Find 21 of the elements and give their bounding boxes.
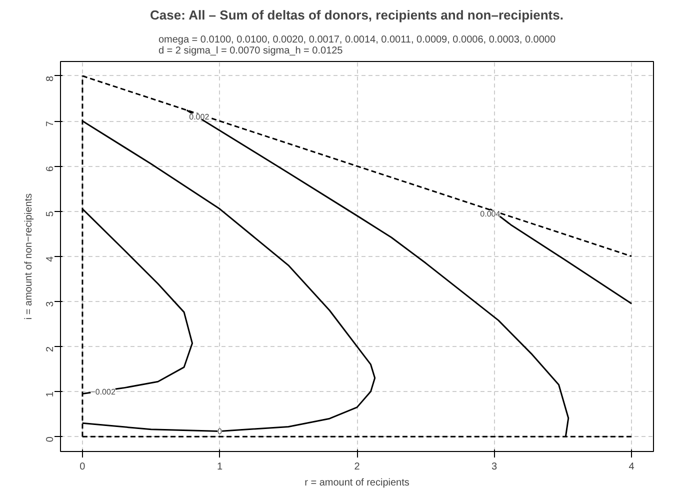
annotation: 0.002 — [189, 112, 210, 122]
y-tick-label: 8 — [45, 75, 56, 82]
annotation: 0.004 — [480, 209, 501, 218]
x-tick-label: 1 — [216, 462, 223, 472]
x-tick-label: 0 — [80, 462, 86, 472]
y-tick-label: 0 — [45, 436, 56, 442]
y-tick-label: 1 — [45, 391, 56, 398]
x-axis-title: r = amount of recipients — [304, 478, 410, 488]
x-tick-label: 3 — [491, 462, 498, 472]
x-tick-label: 4 — [628, 462, 635, 472]
chart-subtitle: omega = 0.0100, 0.0100, 0.0020, 0.0017, 0.0014, 0.0011, 0.0009, 0.0006, 0.0003, 0.0000 d = 2 sigma_l = 0.0070 sigma_h = 0.0125 — [158, 34, 556, 56]
y-tick-label: 2 — [45, 346, 56, 352]
y-tick-label: 5 — [45, 210, 56, 217]
annotation: −0.002 — [90, 388, 116, 397]
chart-title: Case: All – Sum of deltas of donors, recipients and non–recipients. — [150, 8, 564, 22]
y-tick-label: 4 — [45, 256, 56, 262]
y-tick-label: 6 — [45, 166, 56, 172]
y-tick-label: 3 — [45, 300, 56, 307]
x-tick-label: 2 — [354, 462, 360, 472]
y-tick-label: 7 — [45, 120, 56, 127]
y-axis-title: i = amount of non−recipients — [24, 193, 34, 320]
